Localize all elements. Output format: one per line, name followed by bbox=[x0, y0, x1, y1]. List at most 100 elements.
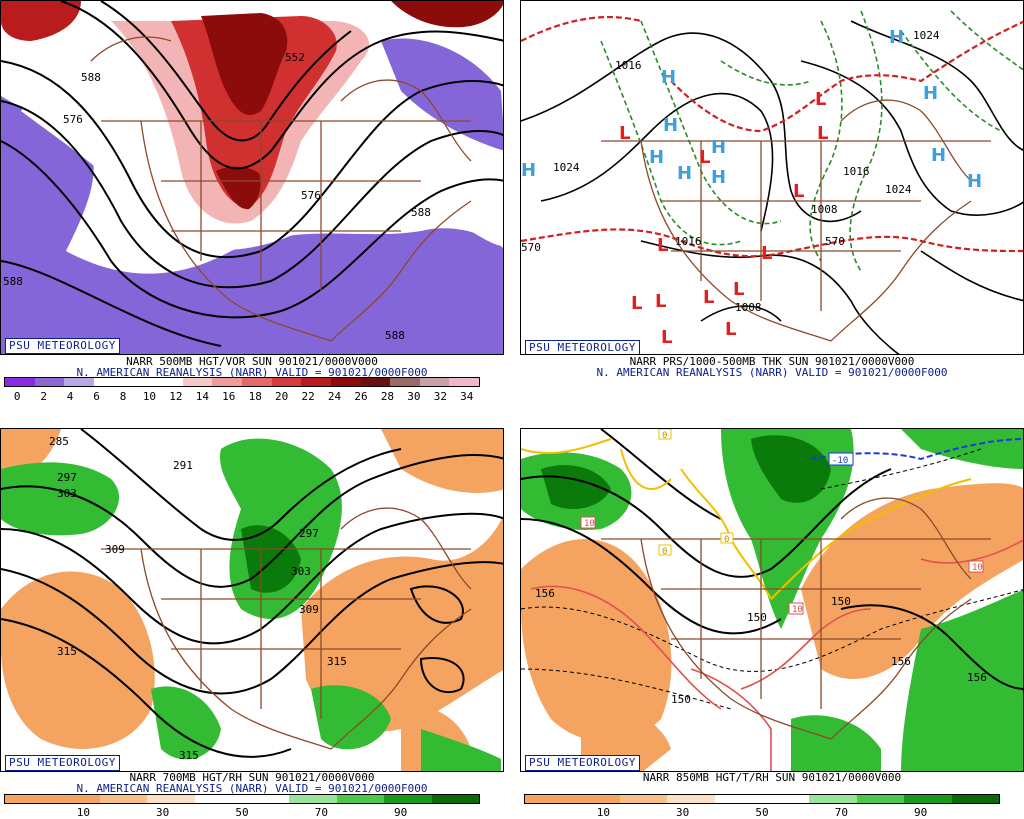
colorbar-swatch bbox=[64, 378, 94, 386]
colorbar-swatch bbox=[525, 795, 573, 803]
colorbar-tick-label: 6 bbox=[93, 390, 100, 403]
rh-dry-east bbox=[801, 483, 1023, 679]
rh-moist-northeast bbox=[901, 429, 1023, 469]
colorbar-ticks: 0 2 4 6 8 10 12 14 16 18 20 22 24 26 28 30 32 34 bbox=[4, 390, 480, 403]
country-borders bbox=[101, 507, 472, 750]
vorticity-red-ne-corner bbox=[391, 1, 503, 28]
panel-850mb-temp-rh: 156 150 150 156 150 156 10 10 10 -10 0 0… bbox=[520, 428, 1024, 819]
colorbar-tick-label: 24 bbox=[327, 390, 342, 403]
contour-label: 315 bbox=[57, 645, 77, 658]
colorbar-tick-label: 0 bbox=[13, 390, 21, 403]
rh-moist-dark-core bbox=[751, 435, 831, 503]
colorbar-tick-label: 10 bbox=[76, 806, 90, 819]
isobars bbox=[521, 20, 1023, 354]
colorbar-tick-label: 10 bbox=[142, 390, 157, 403]
colorbar-tick-label: 50 bbox=[755, 806, 769, 819]
caption-line1: NARR 850MB HGT/T/RH SUN 901021/0000V000 bbox=[642, 771, 902, 784]
contour-label: 588 bbox=[411, 206, 431, 219]
contour-label: 1024 bbox=[885, 183, 912, 196]
colorbar-swatch bbox=[289, 795, 337, 803]
isotherm-label: -10 bbox=[832, 456, 848, 466]
contour-label: 570 bbox=[521, 241, 541, 254]
isotherm-label: 0 bbox=[662, 431, 667, 441]
colorbar-swatch bbox=[762, 795, 810, 803]
colorbar-swatch bbox=[714, 795, 763, 803]
contour-label: 291 bbox=[173, 459, 193, 472]
colorbar-ticks: 10 30 50 70 90 bbox=[524, 806, 1000, 819]
colorbar-tick-label: 70 bbox=[834, 806, 848, 819]
country-borders bbox=[90, 36, 472, 342]
colorbar-swatch bbox=[242, 378, 272, 386]
contour-label: 588 bbox=[81, 71, 101, 84]
contour-label: 156 bbox=[891, 655, 911, 668]
caption-line1: NARR 700MB HGT/RH SUN 901021/0000V000 bbox=[129, 771, 375, 784]
map-700mb-svg: 285 297 303 309 315 315 309 291 297 303 … bbox=[1, 429, 503, 771]
low-pressure-icon: L bbox=[703, 287, 714, 308]
low-pressure-icon: L bbox=[631, 293, 642, 314]
caption-line2: N. AMERICAN REANALYSIS (NARR) VALID = 90… bbox=[76, 782, 428, 795]
colorbar-swatch bbox=[93, 378, 124, 386]
colorbar-swatch bbox=[212, 378, 242, 386]
contour-label: 576 bbox=[301, 189, 321, 202]
high-pressure-icon: H bbox=[923, 83, 938, 104]
colorbar-swatch bbox=[99, 795, 148, 803]
contour-label: 303 bbox=[291, 565, 311, 578]
colorbar-swatch bbox=[904, 795, 952, 803]
colorbar-swatch bbox=[5, 795, 53, 803]
colorbar-tick-label: 4 bbox=[66, 390, 74, 403]
contour-label: 309 bbox=[105, 543, 125, 556]
contour-label: 1024 bbox=[913, 29, 940, 42]
colorbar-swatch bbox=[809, 795, 857, 803]
colorbar-tick-label: 16 bbox=[222, 390, 236, 403]
colorbar-swatch bbox=[301, 378, 331, 386]
colorbar-tick-label: 20 bbox=[275, 390, 289, 403]
contour-label: 156 bbox=[535, 587, 555, 600]
low-pressure-icon: L bbox=[733, 279, 744, 300]
caption-line1: NARR PRS/1000-500MB THK SUN 901021/0000V… bbox=[629, 355, 915, 368]
high-pressure-markers: H H H H H H H H H H H bbox=[521, 27, 982, 192]
rh-dry-west bbox=[521, 539, 672, 742]
contour-label: 1024 bbox=[553, 161, 580, 174]
contour-label: 309 bbox=[299, 603, 319, 616]
high-pressure-icon: H bbox=[649, 147, 664, 168]
colorbar-swatch bbox=[147, 795, 195, 803]
isotherm-label: 10 bbox=[972, 563, 983, 573]
rh-dry-west bbox=[1, 571, 155, 749]
vorticity-red-nw bbox=[1, 1, 81, 41]
colorbar-swatch bbox=[360, 378, 391, 386]
colorbar-ticks: 10 30 50 70 90 bbox=[4, 806, 480, 819]
contour-label: 588 bbox=[3, 275, 23, 288]
vorticity-darkred-core bbox=[201, 13, 288, 115]
low-pressure-icon: L bbox=[793, 181, 804, 202]
high-pressure-icon: H bbox=[661, 67, 676, 88]
psu-badge: PSU METEOROLOGY bbox=[5, 755, 120, 771]
colorbar-rh bbox=[524, 794, 1000, 804]
low-pressure-icon: L bbox=[699, 147, 710, 168]
contour-label: 150 bbox=[671, 693, 691, 706]
map-850mb-svg: 156 150 150 156 150 156 10 10 10 -10 0 0… bbox=[521, 429, 1023, 771]
contour-label: 1016 bbox=[675, 235, 702, 248]
low-pressure-icon: L bbox=[815, 89, 826, 110]
map-850mb: 156 150 150 156 150 156 10 10 10 -10 0 0… bbox=[520, 428, 1024, 772]
colorbar-tick-label: 50 bbox=[235, 806, 249, 819]
panel-500mb-vorticity: 588 576 588 576 588 588 552 PSU METEOROL… bbox=[0, 0, 504, 409]
contour-label: 297 bbox=[299, 527, 319, 540]
psu-badge: PSU METEOROLOGY bbox=[525, 755, 640, 771]
boxed-labels: 10 10 10 -10 0 0 0 bbox=[580, 429, 984, 615]
low-pressure-icon: L bbox=[817, 123, 828, 144]
colorbar-tick-label: 90 bbox=[394, 806, 408, 819]
caption-line2: N. AMERICAN REANALYSIS (NARR) VALID = 90… bbox=[76, 366, 428, 379]
colorbar-tick-label: 2 bbox=[40, 390, 47, 403]
map-500mb-svg: 588 576 588 576 588 588 552 bbox=[1, 1, 503, 354]
colorbar-swatch bbox=[34, 378, 65, 386]
contour-label: 297 bbox=[57, 471, 77, 484]
high-pressure-icon: H bbox=[677, 163, 692, 184]
contour-label: 570 bbox=[825, 235, 845, 248]
panel-700mb-rh: 285 297 303 309 315 315 309 291 297 303 … bbox=[0, 428, 504, 819]
colorbar-swatch bbox=[572, 795, 620, 803]
colorbar-tick-label: 10 bbox=[596, 806, 610, 819]
colorbar-tick-label: 30 bbox=[156, 806, 170, 819]
low-pressure-icon: L bbox=[761, 243, 772, 264]
country-borders bbox=[601, 497, 991, 740]
colorbar-tick-label: 90 bbox=[914, 806, 928, 819]
